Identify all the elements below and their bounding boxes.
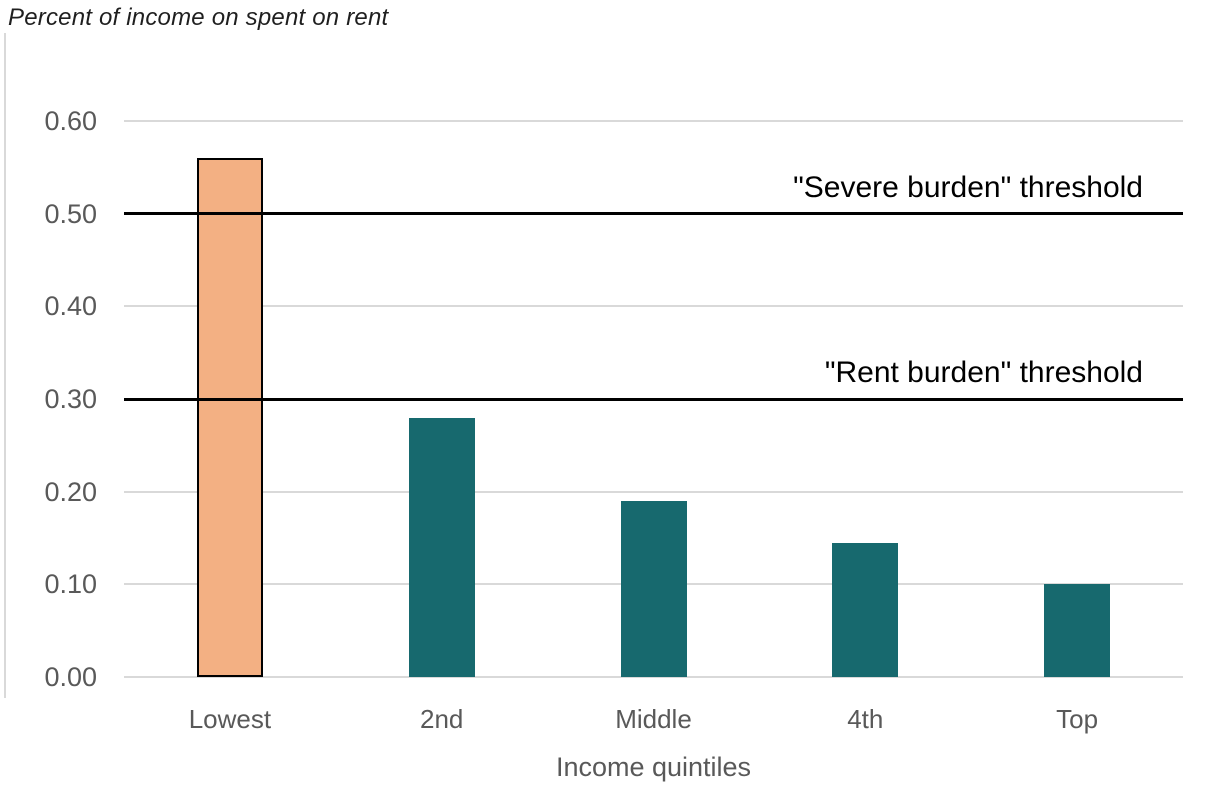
y-tick-label-0.10: 0.10 (44, 569, 97, 600)
reference-line-1 (124, 397, 1183, 401)
gridline-0.60 (124, 120, 1183, 122)
x-axis-tick-labels: Lowest 2nd Middle 4th Top (124, 703, 1183, 737)
y-tick-label-0.30: 0.30 (44, 384, 97, 414)
gridline-0.00 (124, 676, 1183, 678)
y-tick-label-0.20: 0.20 (44, 476, 97, 507)
gridline-0.40 (124, 305, 1183, 308)
x-tick-label-top: Top (1056, 704, 1099, 734)
x-tick-label-2nd: 2nd (420, 704, 464, 734)
bar-4th (832, 542, 899, 677)
plot-area: "Severe burden" threshold "Rent burden" t… (124, 120, 1183, 678)
y-tick-label-0.00: 0.00 (44, 662, 97, 692)
y-tick-label-0.40: 0.40 (44, 291, 97, 322)
bar-2nd (408, 417, 475, 677)
x-axis-title: Income quintiles (555, 752, 752, 782)
reference-line-0 (124, 212, 1183, 216)
y-axis-tick-labels: 0.60 0.50 0.40 0.30 0.20 0.10 0.00 (0, 106, 97, 692)
y-tick-label-0.60: 0.60 (44, 106, 97, 136)
x-tick-label-lowest: Lowest (188, 704, 272, 734)
bar-top (1044, 584, 1111, 677)
chart-area-left-border (4, 33, 6, 698)
reference-line-label-1: "Rent burden" threshold (824, 356, 1143, 389)
x-tick-label-4th: 4th (847, 704, 884, 734)
chart-title: Percent of income on spent on rent (8, 4, 389, 31)
x-tick-label-middle: Middle (615, 704, 692, 734)
bar-middle (620, 500, 687, 677)
gridline-0.20 (124, 490, 1183, 493)
reference-line-label-0: "Severe burden" threshold (793, 170, 1143, 204)
y-tick-label-0.50: 0.50 (44, 198, 97, 229)
bar-lowest (196, 158, 263, 677)
